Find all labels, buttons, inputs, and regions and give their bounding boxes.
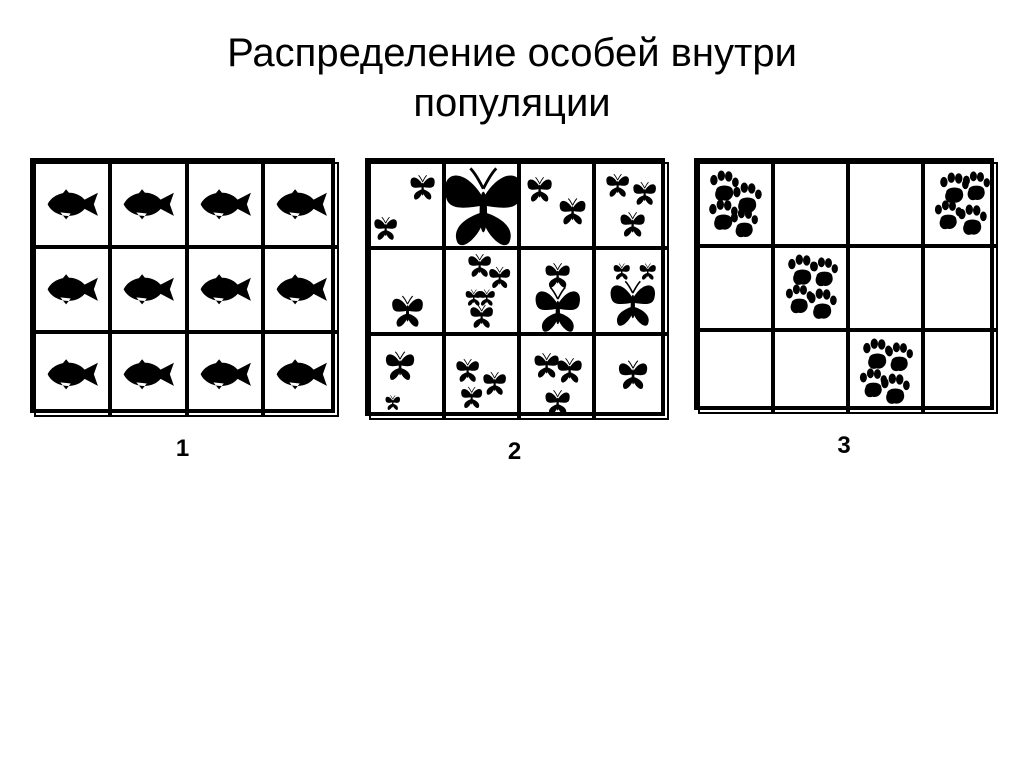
butterfly-icon (389, 293, 426, 330)
title-line-2: популяции (413, 81, 610, 125)
fish-icon (119, 350, 177, 399)
fish-icon (196, 265, 254, 314)
grid-cell (263, 247, 339, 332)
grid-cell (369, 162, 444, 248)
grid-cell (34, 247, 110, 332)
grid-cell (369, 248, 444, 334)
grid-cell (923, 162, 998, 246)
grid-cell (519, 162, 594, 248)
grid-cell (519, 248, 594, 334)
fish-icon (272, 350, 330, 399)
grid-cell (594, 334, 669, 420)
fish-icon (119, 265, 177, 314)
grid-cell (110, 162, 186, 247)
butterfly-icon (543, 388, 572, 417)
butterfly-icon (487, 265, 512, 290)
grid-clumped-wrap: 3 (694, 158, 994, 466)
paw-icon (726, 207, 761, 242)
butterfly-icon (454, 357, 481, 384)
grid-cell (698, 330, 773, 414)
butterfly-icon (468, 303, 495, 330)
grid-cell (848, 162, 923, 246)
grid-random (365, 158, 665, 416)
fish-icon (196, 350, 254, 399)
butterfly-icon (618, 210, 647, 239)
butterfly-icon (616, 358, 650, 392)
grid-cell (34, 162, 110, 247)
grid-cell (923, 246, 998, 330)
grid-random-wrap: 2 (365, 158, 665, 466)
grid-label: 1 (176, 435, 189, 463)
butterfly-icon (557, 196, 588, 227)
fish-icon (272, 265, 330, 314)
fish-icon (196, 180, 254, 229)
butterfly-icon (384, 394, 402, 412)
grid-cell (444, 248, 519, 334)
grid-cell (848, 246, 923, 330)
grid-cell (110, 247, 186, 332)
grid-cell (519, 334, 594, 420)
grid-cell (773, 330, 848, 414)
paw-icon (953, 203, 990, 240)
grid-uniform-wrap: 1 (30, 158, 335, 466)
page-title: Распределение особей внутри популяции (0, 0, 1024, 128)
butterfly-icon (531, 283, 585, 334)
grid-label: 2 (508, 438, 521, 466)
butterfly-icon (555, 356, 584, 385)
grid-cell (594, 162, 669, 248)
grid-clumped (694, 158, 994, 410)
grid-cell (698, 162, 773, 246)
fish-icon (43, 265, 101, 314)
grid-cell (773, 246, 848, 330)
fish-icon (272, 180, 330, 229)
butterfly-icon (408, 173, 437, 202)
grid-cell (187, 332, 263, 417)
grid-cell (594, 248, 669, 334)
grid-cell (444, 162, 519, 248)
butterfly-icon (481, 370, 508, 397)
grid-cell (369, 334, 444, 420)
butterfly-icon (459, 385, 484, 410)
butterfly-icon (606, 277, 660, 331)
grid-cell (187, 247, 263, 332)
grid-cell (187, 162, 263, 247)
butterfly-icon (372, 215, 399, 242)
grid-cell (263, 162, 339, 247)
grid-cell (263, 332, 339, 417)
title-line-1: Распределение особей внутри (227, 31, 797, 75)
grid-cell (444, 334, 519, 420)
grid-uniform (30, 158, 335, 413)
grid-cell (34, 332, 110, 417)
paw-icon (876, 372, 913, 409)
fish-icon (43, 180, 101, 229)
butterfly-icon (631, 180, 658, 207)
butterfly-icon (383, 349, 417, 383)
butterfly-icon (525, 175, 554, 204)
grid-cell (773, 162, 848, 246)
grid-label: 3 (837, 432, 850, 460)
grid-cell (923, 330, 998, 414)
fish-icon (119, 180, 177, 229)
paw-icon (803, 287, 840, 324)
grid-cell (848, 330, 923, 414)
grids-container: 1 2 3 (0, 158, 1024, 466)
grid-cell (110, 332, 186, 417)
grid-cell (698, 246, 773, 330)
butterfly-icon (604, 172, 631, 199)
butterfly-icon (444, 162, 519, 248)
fish-icon (43, 350, 101, 399)
